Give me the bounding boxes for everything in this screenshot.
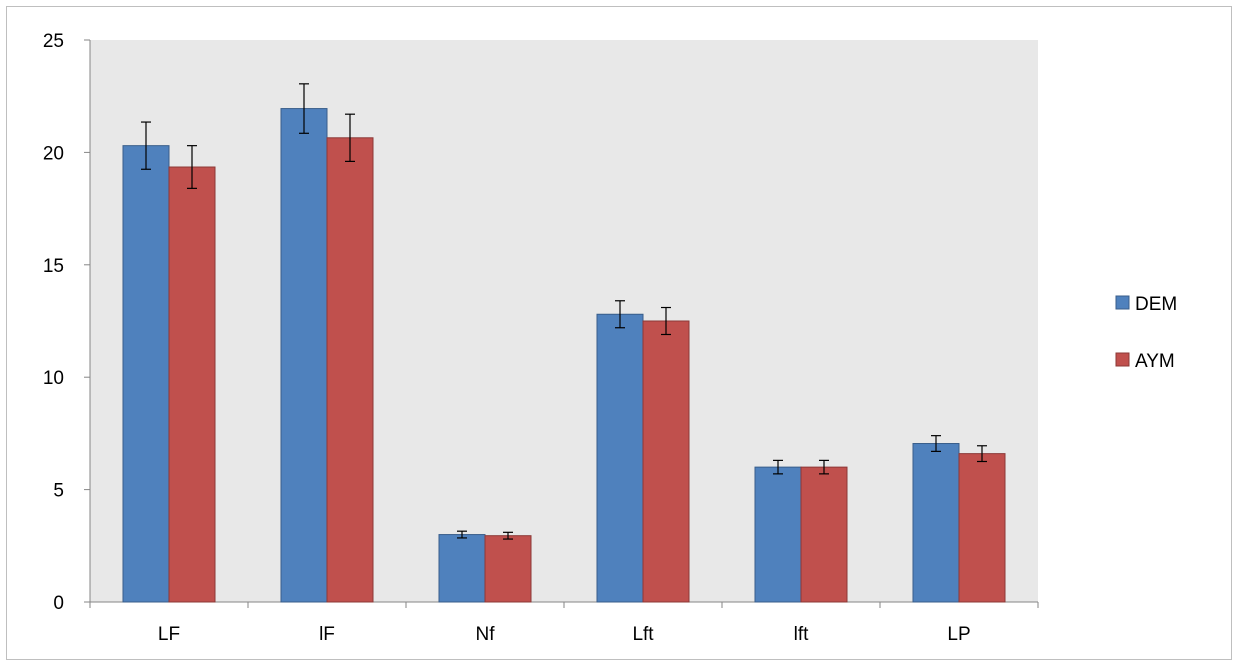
- x-tick-label: LF: [158, 624, 180, 645]
- x-axis: LF lF Nf Lft lft LP: [89, 601, 1039, 645]
- legend: DEM AYM: [1115, 294, 1177, 372]
- y-tick-label: 25: [43, 31, 64, 52]
- y-tick-label: 15: [43, 256, 64, 277]
- bar-aym-lf: [326, 137, 374, 603]
- bar-aym-nf: [484, 535, 532, 603]
- x-tick-label: LP: [947, 624, 970, 645]
- error-bar: [977, 445, 987, 463]
- error-bar: [615, 300, 625, 329]
- x-tick-label: Lft: [632, 624, 654, 645]
- error-bar: [931, 435, 941, 452]
- bars: [122, 83, 1006, 603]
- error-bar: [187, 145, 197, 189]
- bar-dem-nf: [438, 534, 486, 603]
- legend-label: DEM: [1135, 294, 1177, 315]
- y-tick-label: 0: [53, 593, 64, 614]
- error-bar: [299, 83, 309, 134]
- bar-dem-lp: [912, 443, 960, 603]
- y-tick-label: 10: [43, 368, 64, 389]
- y-tick-label: 5: [53, 481, 64, 502]
- legend-swatch: [1115, 295, 1130, 310]
- error-bar: [345, 113, 355, 162]
- bar-dem-lf: [122, 145, 170, 603]
- bar-aym-lft: [642, 320, 690, 603]
- error-bar: [773, 459, 783, 475]
- legend-swatch: [1115, 352, 1130, 367]
- x-tick-label: Nf: [476, 624, 496, 645]
- error-bar: [457, 530, 467, 539]
- bar-dem-lf: [280, 108, 328, 603]
- bar-aym-lp: [958, 453, 1006, 603]
- legend-label: AYM: [1135, 351, 1175, 372]
- legend-item-dem: DEM: [1115, 294, 1177, 315]
- x-tick-label: lft: [794, 624, 810, 645]
- y-tick-label: 20: [43, 143, 64, 164]
- bar-dem-lft: [754, 466, 802, 603]
- bar-aym-lft: [800, 466, 848, 603]
- error-bar: [661, 306, 671, 336]
- error-bar: [503, 531, 513, 540]
- legend-item-aym: AYM: [1115, 351, 1175, 372]
- error-bar: [819, 459, 829, 475]
- error-bar: [141, 121, 151, 170]
- bar-aym-lf: [168, 166, 216, 603]
- y-axis: 0 5 10 15 20 25: [43, 31, 91, 614]
- x-tick-label: lF: [319, 624, 335, 645]
- bar-dem-lft: [596, 313, 644, 603]
- plot-area: [90, 40, 1038, 602]
